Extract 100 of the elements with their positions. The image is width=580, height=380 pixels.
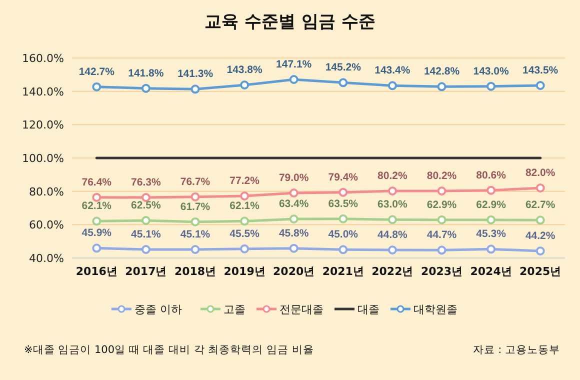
data-label: 143.4%: [374, 64, 411, 77]
data-label: 45.9%: [82, 227, 112, 240]
y-tick-label: 160.0%: [22, 52, 64, 65]
point: [388, 186, 397, 196]
legend-label: 대졸: [358, 303, 380, 316]
point: [240, 80, 250, 90]
point: [141, 84, 150, 93]
point: [437, 215, 446, 224]
legend-label: 중졸 이하: [134, 303, 182, 316]
point: [536, 81, 545, 90]
point: [388, 81, 397, 90]
data-label: 62.7%: [525, 199, 556, 212]
x-tick-label: 2017년: [125, 265, 167, 278]
point: [289, 75, 298, 84]
data-label: 63.0%: [378, 198, 408, 211]
data-label: 82.0%: [525, 167, 556, 179]
point: [141, 245, 150, 254]
data-label: 80.2%: [378, 170, 408, 182]
y-tick-label: 140.0%: [22, 85, 64, 98]
data-label: 62.5%: [131, 200, 162, 212]
data-label: 80.2%: [426, 170, 458, 182]
legend-label: 고졸: [224, 303, 246, 316]
data-label: 79.4%: [328, 171, 359, 184]
point: [338, 245, 348, 254]
point: [536, 216, 545, 225]
x-tick-label: 2021년: [322, 265, 364, 278]
point: [437, 246, 446, 255]
legend-label: 대학원졸: [414, 303, 458, 316]
point: [289, 244, 298, 253]
y-tick-label: 120.0%: [22, 118, 64, 132]
y-tick-label: 60.0%: [29, 218, 64, 232]
x-tick-label: 2024년: [470, 265, 512, 278]
x-tick-label: 2020년: [273, 265, 315, 278]
data-label: 62.1%: [230, 200, 260, 212]
point: [486, 82, 496, 91]
data-label: 44.2%: [525, 230, 556, 242]
point: [92, 216, 102, 226]
legend-label: 전문대졸: [280, 303, 324, 316]
point: [437, 186, 446, 196]
point: [92, 82, 102, 92]
data-label: 45.1%: [180, 228, 211, 240]
point: [190, 245, 200, 254]
point: [486, 186, 496, 195]
point: [92, 244, 102, 253]
point: [486, 215, 496, 224]
data-label: 44.8%: [378, 229, 408, 241]
data-label: 45.8%: [278, 227, 310, 240]
data-label: 63.5%: [328, 198, 359, 210]
data-label: 141.3%: [177, 68, 214, 80]
data-label: 62.9%: [426, 198, 458, 211]
point: [190, 217, 200, 226]
point: [437, 82, 446, 92]
data-label: 45.5%: [230, 228, 260, 240]
data-label: 79.0%: [278, 172, 310, 184]
data-label: 45.1%: [131, 228, 162, 240]
data-label: 143.5%: [522, 64, 559, 76]
point: [289, 214, 298, 224]
text: ※대졸 임금이 100일 때 대졸 대비 각 최종학력의 임금 비율: [24, 344, 314, 356]
data-label: 62.1%: [82, 200, 112, 212]
point: [141, 216, 150, 225]
point: [240, 216, 250, 226]
data-label: 142.7%: [78, 66, 116, 78]
point: [190, 192, 200, 202]
data-label: 80.6%: [476, 169, 507, 182]
data-label: 147.1%: [276, 58, 312, 70]
data-label: 141.8%: [128, 67, 164, 80]
point: [536, 184, 545, 192]
data-label: 62.9%: [476, 198, 507, 211]
point: [486, 244, 496, 254]
y-tick-label: 100.0%: [22, 152, 64, 165]
point: [338, 188, 348, 197]
point: [240, 244, 250, 254]
data-label: 76.3%: [131, 176, 162, 188]
x-tick-label: 2016년: [76, 265, 118, 278]
x-tick-label: 2018년: [174, 265, 216, 278]
point: [388, 215, 397, 224]
point: [338, 214, 348, 224]
y-tick-label: 80.0%: [29, 185, 64, 198]
point: [190, 84, 200, 94]
data-label: 45.0%: [328, 228, 359, 241]
x-tick-label: 2019년: [224, 265, 266, 278]
data-label: 45.3%: [476, 228, 507, 240]
data-label: 76.7%: [180, 176, 211, 188]
x-tick-label: 2022년: [372, 265, 414, 278]
chart-title: 교육 수준별 임금 수준: [204, 12, 376, 32]
data-label: 142.8%: [424, 66, 460, 78]
point: [536, 246, 545, 256]
data-label: 61.7%: [180, 200, 211, 213]
data-label: 145.2%: [325, 62, 362, 74]
data-label: 76.4%: [82, 176, 112, 188]
point: [338, 78, 348, 88]
data-label: 63.4%: [278, 198, 310, 210]
data-label: 44.7%: [426, 229, 458, 242]
point: [289, 188, 298, 198]
point: [240, 192, 250, 200]
x-tick-label: 2025년: [520, 265, 562, 278]
y-tick-label: 40.0%: [29, 252, 64, 265]
data-label: 143.8%: [226, 64, 264, 76]
data-label: 77.2%: [230, 175, 260, 187]
data-label: 143.0%: [473, 65, 510, 78]
